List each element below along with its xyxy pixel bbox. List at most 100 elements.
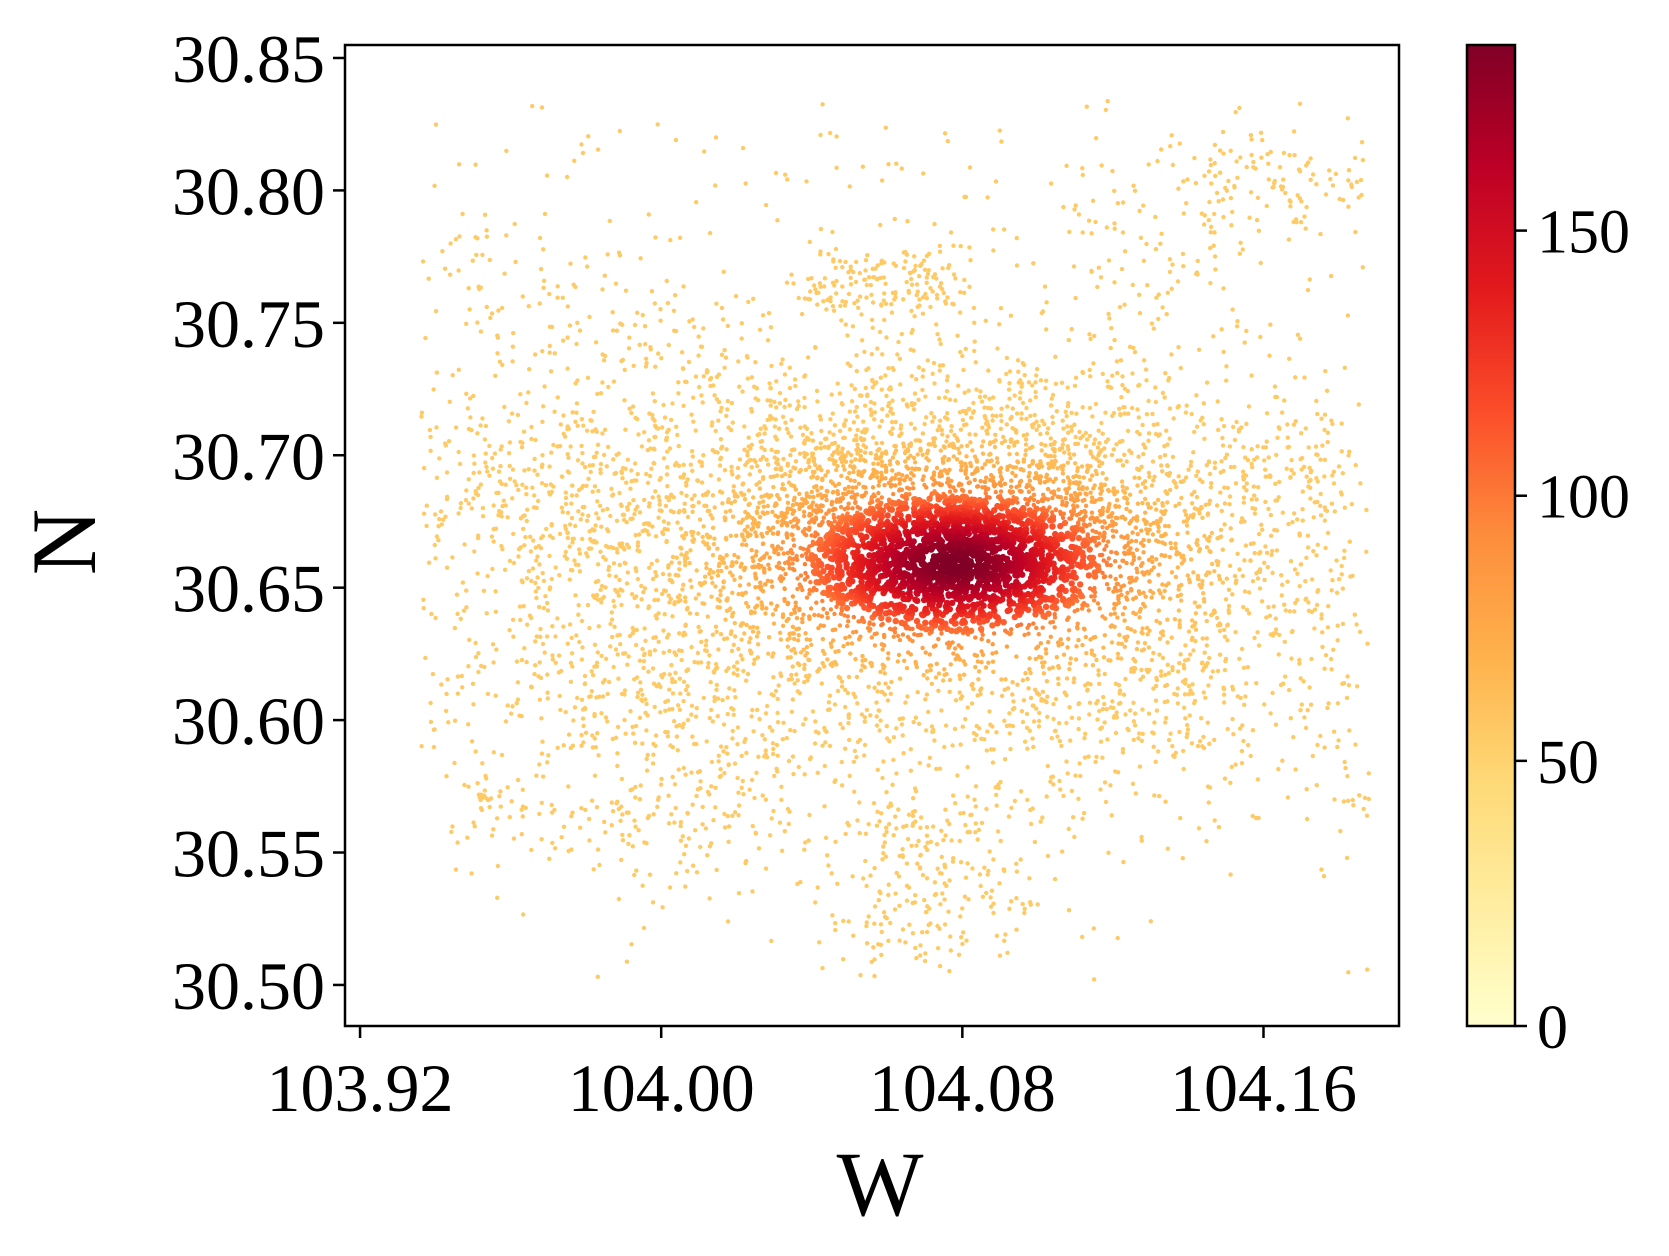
scatter-point — [863, 385, 868, 391]
scatter-point — [642, 840, 647, 845]
scatter-point — [754, 386, 760, 391]
scatter-point — [482, 664, 487, 670]
scatter-point — [1208, 245, 1213, 251]
scatter-point — [770, 751, 776, 757]
scatter-point — [956, 446, 961, 452]
scatter-point — [1190, 635, 1195, 640]
scatter-point — [859, 393, 864, 398]
scatter-point — [1189, 618, 1195, 623]
scatter-point — [689, 712, 694, 717]
scatter-point — [1112, 226, 1117, 231]
scatter-point — [1214, 559, 1219, 564]
scatter-point — [883, 301, 889, 306]
scatter-point — [702, 149, 707, 154]
scatter-point — [1065, 444, 1071, 449]
scatter-point — [532, 456, 537, 462]
scatter-point — [1182, 692, 1188, 697]
scatter-point — [1190, 682, 1195, 687]
scatter-point — [1318, 457, 1323, 462]
scatter-point — [756, 846, 762, 851]
scatter-point — [732, 552, 737, 558]
scatter-point — [589, 669, 594, 674]
scatter-point — [580, 450, 585, 456]
scatter-point — [1242, 702, 1247, 707]
scatter-point — [518, 545, 523, 550]
scatter-point — [1230, 512, 1235, 518]
scatter-point — [755, 505, 761, 510]
scatter-point — [1235, 694, 1241, 699]
scatter-point — [779, 473, 785, 479]
scatter-point — [561, 743, 566, 748]
scatter-point — [502, 271, 507, 276]
scatter-point — [626, 545, 632, 550]
scatter-point — [529, 436, 534, 442]
scatter-point — [559, 835, 564, 840]
scatter-point — [755, 432, 760, 438]
scatter-point — [1245, 458, 1251, 463]
scatter-point — [664, 278, 669, 284]
scatter-point — [819, 467, 824, 473]
scatter-point — [788, 727, 793, 733]
scatter-point — [521, 604, 526, 609]
scatter-point — [481, 588, 487, 593]
scatter-point — [793, 487, 799, 492]
scatter-point — [1295, 571, 1300, 576]
scatter-point — [1110, 413, 1115, 419]
scatter-point — [1170, 664, 1175, 670]
scatter-point — [875, 263, 880, 268]
scatter-point — [493, 373, 498, 378]
scatter-point — [913, 945, 918, 951]
scatter-point — [829, 871, 834, 876]
scatter-point — [421, 606, 426, 611]
scatter-point — [1309, 656, 1314, 662]
scatter-point — [1175, 405, 1180, 410]
scatter-point — [468, 415, 473, 420]
scatter-point — [1021, 459, 1026, 464]
scatter-point — [1164, 583, 1169, 588]
scatter-point — [618, 642, 623, 647]
scatter-point — [949, 838, 954, 843]
scatter-point — [456, 367, 461, 372]
scatter-point — [972, 348, 977, 354]
scatter-point — [542, 650, 547, 655]
scatter-point — [810, 438, 816, 443]
scatter-point — [1177, 501, 1182, 506]
scatter-point — [428, 719, 434, 725]
scatter-point — [988, 895, 993, 900]
scatter-point — [1207, 741, 1212, 746]
scatter-point — [1078, 773, 1083, 779]
scatter-point — [1092, 333, 1097, 339]
scatter-point — [568, 444, 573, 449]
scatter-point — [746, 435, 751, 440]
scatter-point — [555, 616, 560, 621]
scatter-point — [790, 697, 795, 702]
scatter-point — [955, 438, 961, 443]
scatter-point — [916, 721, 922, 726]
scatter-point — [1173, 503, 1178, 509]
scatter-point — [752, 610, 757, 615]
scatter-point — [635, 416, 640, 422]
scatter-point — [921, 368, 926, 373]
scatter-point — [904, 861, 910, 866]
scatter-point — [1292, 609, 1297, 614]
scatter-point — [619, 602, 624, 608]
scatter-point — [880, 775, 885, 781]
scatter-point — [573, 523, 578, 529]
scatter-point — [923, 844, 928, 850]
scatter-point — [1028, 413, 1033, 419]
scatter-point — [537, 604, 542, 610]
scatter-point — [863, 458, 868, 464]
scatter-point — [1023, 448, 1029, 453]
scatter-point — [1056, 681, 1061, 687]
scatter-point — [839, 783, 845, 788]
scatter-point — [1060, 437, 1066, 443]
scatter-point — [881, 910, 887, 915]
scatter-point — [1323, 368, 1328, 374]
scatter-point — [1139, 738, 1145, 743]
scatter-point — [1168, 731, 1173, 736]
scatter-point — [709, 423, 715, 428]
scatter-point — [852, 301, 857, 306]
scatter-point — [1340, 621, 1346, 627]
scatter-point — [539, 105, 545, 110]
scatter-point — [982, 394, 988, 399]
